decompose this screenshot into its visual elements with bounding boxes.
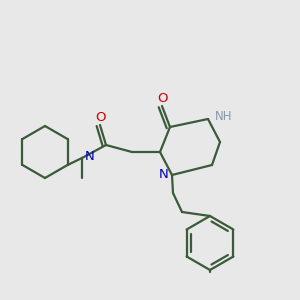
Text: O: O — [96, 111, 106, 124]
Text: N: N — [85, 151, 95, 164]
Text: O: O — [158, 92, 168, 105]
Text: N: N — [159, 167, 169, 181]
Text: NH: NH — [215, 110, 232, 124]
